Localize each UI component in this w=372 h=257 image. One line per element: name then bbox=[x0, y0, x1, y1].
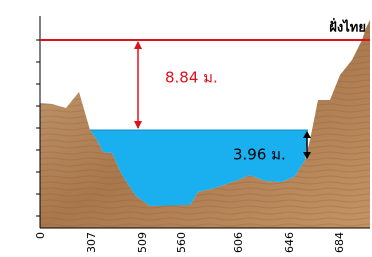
annotation: 8.84 ม. bbox=[165, 69, 218, 87]
bank-label: ฝั่งไทย bbox=[329, 18, 366, 36]
x-label: 0 bbox=[34, 232, 47, 239]
x-label: 606 bbox=[232, 232, 245, 253]
diagram: ฝั่งไทย 8.84 ม. 3.96 ม. 0 307 509 560 606 646… bbox=[0, 0, 372, 257]
page: ฝั่งไทย 8.84 ม. 3.96 ม. 0 307 509 560 606 646… bbox=[0, 0, 372, 257]
x-labels: 0 307 509 560 606 646 684 bbox=[34, 232, 346, 253]
x-label: 307 bbox=[85, 232, 98, 253]
x-label: 684 bbox=[333, 232, 346, 253]
x-label: 646 bbox=[283, 232, 296, 253]
y-ticks bbox=[36, 40, 40, 216]
x-label: 509 bbox=[136, 232, 149, 253]
x-label: 560 bbox=[175, 232, 188, 253]
annotation: 3.96 ม. bbox=[233, 146, 286, 164]
